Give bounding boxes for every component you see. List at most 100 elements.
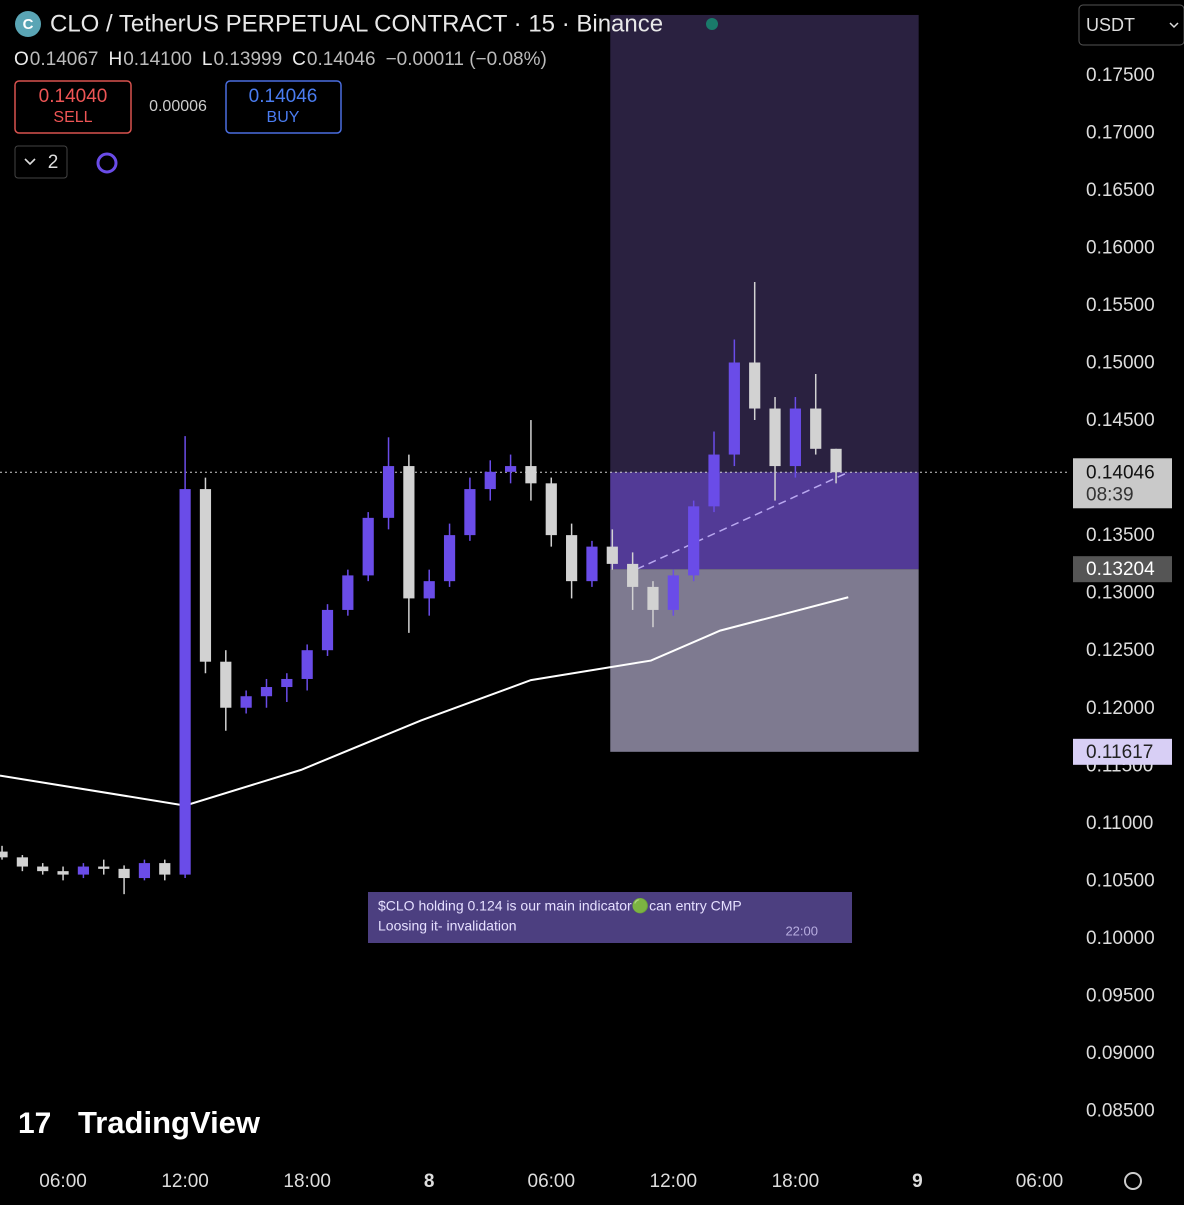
x-tick-label: 12:00 (161, 1171, 209, 1192)
candle-body (464, 489, 476, 536)
currency-chevron (1169, 22, 1179, 29)
logo: TradingView (78, 1105, 261, 1140)
stop-box (1073, 738, 1172, 765)
logo-mark: 17 (18, 1107, 51, 1140)
sell-price: 0.14040 (39, 86, 108, 107)
y-tick-label: 0.10500 (1086, 870, 1155, 891)
sell-button[interactable] (14, 80, 132, 134)
x-tick-label: 9 (912, 1171, 923, 1192)
settings-icon[interactable] (1124, 1172, 1142, 1190)
buy-price: 0.14046 (249, 86, 318, 107)
countdown: 08:39 (1086, 484, 1134, 505)
y-tick-label: 0.09000 (1086, 1043, 1155, 1064)
currency: USDT (1086, 15, 1135, 35)
candle-body (57, 871, 69, 875)
candle-body (586, 546, 598, 582)
indicators-count: 2 (48, 152, 59, 173)
ohlc-change: −0.00011 (−0.08%) (386, 49, 547, 70)
candle-body (667, 575, 679, 610)
current-price-box (1073, 458, 1172, 509)
refresh-icon[interactable] (96, 152, 118, 174)
symbol-icon-glyph: C (23, 16, 34, 33)
candle-body (199, 489, 212, 662)
indicators-toggle[interactable] (14, 145, 68, 179)
candle-body (16, 857, 28, 867)
candle-body (728, 362, 740, 455)
y-tick-label: 0.16500 (1086, 180, 1155, 201)
spread: 0.00006 (149, 98, 207, 115)
candle-body (321, 609, 334, 651)
y-tick-label: 0.17000 (1086, 122, 1155, 143)
y-tick-label: 0.16000 (1086, 237, 1155, 258)
candle-body (77, 866, 89, 875)
candle-body (545, 483, 557, 536)
candle-body (159, 863, 171, 875)
y-tick-label: 0.15500 (1086, 295, 1155, 316)
candle-body (810, 408, 822, 449)
candle-body (301, 650, 313, 679)
chevron (24, 158, 36, 166)
pnl-zone (610, 472, 919, 570)
plot: 0.08500 0.09000 0.09500 0.10000 0.10500 0.110… (0, 14, 1172, 1192)
y-tick-label: 0.13000 (1086, 583, 1155, 604)
candle-body (769, 408, 781, 467)
candle-body (37, 866, 49, 872)
candle-body (789, 408, 801, 467)
candle-body (118, 868, 130, 879)
y-tick-label: 0.09500 (1086, 985, 1155, 1006)
x-tick-label: 12:00 (650, 1171, 698, 1192)
x-tick-label: 06:00 (1016, 1171, 1064, 1192)
x-tick-label: 18:00 (283, 1171, 331, 1192)
candle-body (749, 362, 761, 409)
x-tick-label: 06:00 (528, 1171, 576, 1192)
candle-body (403, 466, 415, 599)
y-tick-label: 0.17500 (1086, 65, 1155, 86)
y-tick-label: 0.14500 (1086, 410, 1155, 431)
candle-body (179, 489, 191, 875)
currency-select[interactable] (1078, 4, 1184, 46)
candle-body (606, 546, 618, 564)
ohlc-value: 0.14046 (307, 49, 376, 70)
current-price-label: 0.14046 (1086, 462, 1155, 483)
ohlc-key: O (14, 49, 29, 70)
ohlc-value: 0.14067 (30, 49, 99, 70)
candle-body (382, 466, 395, 518)
candle-body (647, 586, 659, 610)
candle-body (0, 851, 8, 858)
buy-button[interactable] (225, 80, 342, 134)
stop-zone (610, 569, 919, 752)
message-time: 22:00 (785, 923, 818, 938)
candle-body (504, 466, 517, 472)
candle-body (627, 563, 639, 587)
y-tick-label: 0.11000 (1086, 813, 1153, 834)
message-box (368, 892, 852, 943)
x-tick-label: 8 (424, 1171, 435, 1192)
stop-label: 0.11617 (1086, 742, 1153, 763)
candle-body (138, 863, 151, 879)
candle-body (708, 454, 720, 507)
x-tick-label: 18:00 (772, 1171, 820, 1192)
ohlc-value: 0.14100 (123, 49, 192, 70)
ohlc-key: L (202, 49, 213, 70)
buy-label: BUY (267, 109, 300, 126)
ohlc-key: C (292, 49, 306, 70)
candle-body (525, 466, 537, 484)
symbol-icon (15, 11, 41, 37)
candle-body (98, 866, 110, 869)
y-tick-label: 0.13500 (1086, 525, 1155, 546)
entry-box (1073, 556, 1172, 583)
candle-body (830, 448, 842, 473)
sell-label: SELL (53, 109, 92, 126)
message-line: Loosing it- invalidation (378, 918, 517, 934)
candle-body (443, 535, 456, 582)
message-line: $CLO holding 0.124 is our main indicator… (378, 898, 742, 915)
candle-body (484, 471, 496, 490)
y-tick-label: 0.10000 (1086, 928, 1155, 949)
candle-body (423, 581, 435, 599)
chart-title: CLO / TetherUS PERPETUAL CONTRACT · 15 ·… (50, 10, 663, 37)
y-tick-label: 0.08500 (1086, 1101, 1155, 1122)
ohlc-key: H (108, 49, 122, 70)
candle-body (362, 517, 374, 576)
